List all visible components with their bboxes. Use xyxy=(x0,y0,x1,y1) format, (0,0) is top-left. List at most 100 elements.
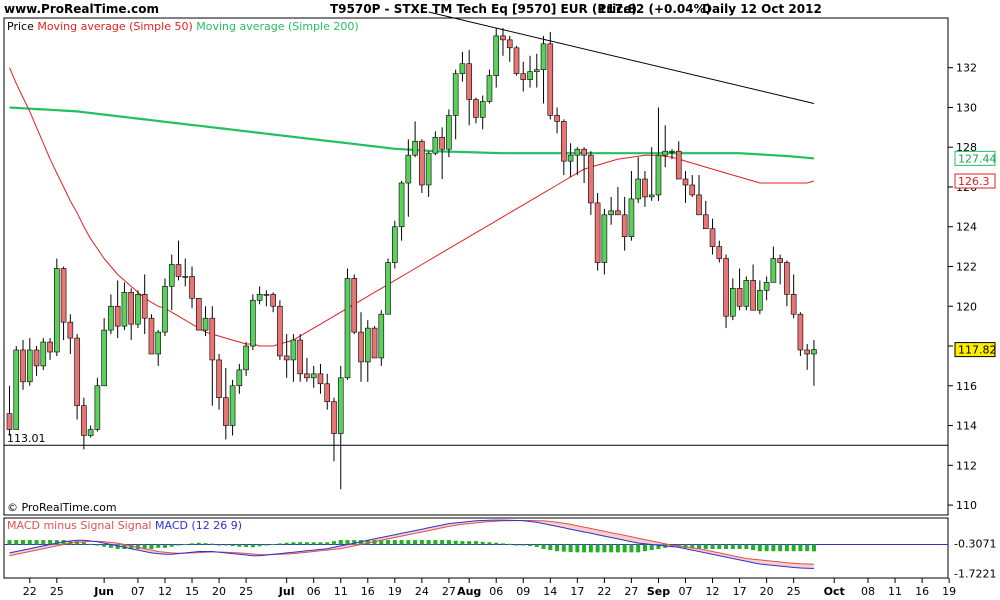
x-tick-label: 11 xyxy=(888,585,902,598)
candle xyxy=(642,171,648,207)
candle-body xyxy=(601,214,608,263)
macd-hist-bar xyxy=(122,544,127,549)
candle xyxy=(452,69,459,140)
macd-hist-bar xyxy=(27,540,32,545)
macd-hist-bar xyxy=(325,542,330,545)
macd-hist-bar xyxy=(642,544,647,552)
candle xyxy=(317,363,324,394)
signal-path xyxy=(9,520,814,565)
macd-hist-bar xyxy=(521,544,526,546)
macd-hist-bar xyxy=(724,544,729,549)
candle-body xyxy=(446,115,452,150)
candle xyxy=(256,286,263,305)
macd-hist-bar xyxy=(622,544,627,553)
candle-body xyxy=(250,299,256,347)
candle-body xyxy=(128,292,134,325)
macd-hist-bar xyxy=(352,540,357,545)
candle-body xyxy=(26,349,33,383)
candle-body xyxy=(669,150,675,153)
x-tick-label: 12 xyxy=(706,585,720,598)
macd-hist-bar xyxy=(473,541,478,545)
candle-body xyxy=(114,305,121,327)
candle xyxy=(168,254,175,311)
macd-hist-bar xyxy=(703,544,708,549)
x-tick-label: Oct xyxy=(824,585,845,598)
x-tick-label: 22 xyxy=(23,585,37,598)
candle-body xyxy=(236,369,243,387)
macd-hist-bar xyxy=(487,542,492,545)
candle-body xyxy=(757,290,763,311)
candle-body xyxy=(54,268,60,353)
x-tick-label: 24 xyxy=(415,585,429,598)
candle xyxy=(114,280,121,339)
candle-body xyxy=(790,294,797,315)
candle xyxy=(26,338,33,386)
candle-body xyxy=(310,373,317,379)
value-tag-label: 117.82 xyxy=(958,344,997,357)
x-tick-label: 17 xyxy=(570,585,584,598)
candle-body xyxy=(540,43,547,70)
candle xyxy=(270,292,276,313)
candle-body xyxy=(182,276,189,278)
x-tick-label: 25 xyxy=(239,585,253,598)
candle-body xyxy=(635,178,641,200)
candle-body xyxy=(344,278,351,379)
value-tags: 127.44 126.3 117.82 xyxy=(954,150,997,358)
candle xyxy=(716,240,723,263)
candle xyxy=(175,240,182,281)
candle xyxy=(290,334,297,382)
candle xyxy=(371,326,378,359)
candle-body xyxy=(364,327,371,363)
candle xyxy=(675,141,682,180)
candle xyxy=(459,51,466,82)
macd-hist-bar xyxy=(582,544,587,553)
candle-body xyxy=(162,286,168,333)
candle xyxy=(412,121,418,158)
y-tick-label: 130 xyxy=(956,101,977,114)
candle xyxy=(682,171,689,203)
x-tick-label: 19 xyxy=(942,585,956,598)
candle-body xyxy=(270,294,276,307)
candle xyxy=(581,147,587,184)
candle-body xyxy=(67,321,74,339)
candle xyxy=(790,274,797,319)
macd-hist-bar xyxy=(500,543,505,545)
candle xyxy=(628,171,635,241)
candle-body xyxy=(195,298,202,331)
candle xyxy=(94,377,101,432)
candle xyxy=(148,314,155,355)
candle-body xyxy=(81,405,87,436)
candle xyxy=(669,149,675,160)
candle-body xyxy=(547,43,554,116)
candle-body xyxy=(412,140,418,156)
candle-body xyxy=(392,226,398,263)
x-tick-label: 16 xyxy=(361,585,375,598)
macd-hist-bar xyxy=(419,540,424,545)
macd-hist-bar xyxy=(528,544,533,547)
candle xyxy=(777,254,783,285)
candle xyxy=(513,45,520,76)
macd-hist-bar xyxy=(135,544,140,549)
candle xyxy=(615,186,621,216)
support-line-label: 113.01 xyxy=(7,432,46,445)
macd-hist-bar xyxy=(210,543,215,545)
candle xyxy=(757,280,763,315)
macd-hist-bar xyxy=(636,544,641,553)
price-panel-frame xyxy=(3,17,949,516)
candle-body xyxy=(452,73,459,116)
candle xyxy=(561,119,567,176)
y-tick-label: 116 xyxy=(956,380,977,393)
x-tick-label: 11 xyxy=(334,585,348,598)
macd-legend: MACD minus Signal Signal MACD (12 26 9) xyxy=(7,519,242,532)
candle-body xyxy=(730,288,736,317)
candle-body xyxy=(479,101,486,118)
macd-hist-bar xyxy=(359,540,364,545)
candle-body xyxy=(209,317,216,361)
x-tick-label: Sep xyxy=(647,585,670,598)
x-tick-label: 12 xyxy=(158,585,172,598)
macd-hist-bar xyxy=(257,544,262,547)
candle-body xyxy=(743,280,750,307)
x-tick-label: 14 xyxy=(543,585,557,598)
candle xyxy=(466,49,472,126)
